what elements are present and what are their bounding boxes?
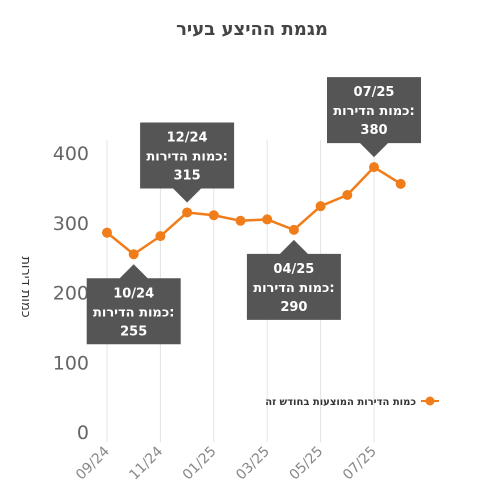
data-point[interactable] bbox=[262, 214, 273, 225]
data-point[interactable] bbox=[235, 215, 246, 226]
x-axis-ticks: 09/24 11/24 01/25 03/25 05/25 07/25 bbox=[73, 443, 380, 483]
annotation-label: כמות הדירות: bbox=[333, 104, 414, 119]
data-point[interactable] bbox=[182, 207, 193, 218]
data-point[interactable] bbox=[369, 162, 379, 173]
legend[interactable]: כמות הדירות המוצעות בחודש זה bbox=[265, 396, 439, 409]
annotation-value: 255 bbox=[120, 324, 147, 339]
annotation-label: כמות הדירות: bbox=[93, 305, 174, 320]
annotation-label: כמות הדירות: bbox=[146, 149, 227, 164]
annotation-callout: 04/25 כמות הדירות: 290 bbox=[246, 239, 341, 320]
annotation-month: 07/25 bbox=[354, 85, 395, 100]
data-point[interactable] bbox=[128, 249, 139, 260]
y-tick-label: 200 bbox=[53, 283, 89, 305]
y-tick-label: 100 bbox=[53, 352, 89, 374]
annotation-callout: 10/24 כמות הדירות: 255 bbox=[86, 264, 181, 345]
x-tick-label: 01/25 bbox=[180, 444, 220, 484]
annotation-box bbox=[86, 264, 181, 345]
series-layer bbox=[102, 162, 406, 260]
data-point[interactable] bbox=[155, 231, 166, 242]
legend-label: כמות הדירות המוצעות בחודש זה bbox=[265, 397, 416, 408]
annotation-value: 315 bbox=[174, 168, 201, 183]
annotation-layer: 12/24 כמות הדירות: 315 10/24 כמות הדירות: 255… bbox=[86, 77, 421, 345]
chart-title: מגמת ההיצע בעיר bbox=[176, 19, 328, 40]
annotation-value: 380 bbox=[360, 123, 387, 138]
x-tick-label: 07/25 bbox=[340, 444, 380, 484]
annotation-month: 12/24 bbox=[167, 130, 208, 145]
annotation-month: 10/24 bbox=[113, 286, 154, 301]
annotation-callout: 07/25 כמות הדירות: 380 bbox=[327, 77, 421, 158]
x-tick-label: 11/24 bbox=[126, 443, 166, 483]
annotation-label: כמות הדירות: bbox=[253, 281, 334, 296]
annotation-box bbox=[246, 239, 341, 320]
data-point[interactable] bbox=[288, 224, 299, 235]
data-point[interactable] bbox=[342, 190, 353, 201]
x-tick-label: 05/25 bbox=[287, 444, 327, 484]
annotation-month: 04/25 bbox=[273, 262, 314, 277]
annotation-box bbox=[327, 77, 421, 158]
y-axis-label: כמות דירות bbox=[18, 256, 33, 317]
data-point[interactable] bbox=[315, 201, 326, 212]
annotation-value: 290 bbox=[280, 300, 307, 315]
y-tick-label: 0 bbox=[77, 422, 89, 444]
y-axis-label-backdrop bbox=[5, 112, 35, 462]
data-point[interactable] bbox=[208, 210, 219, 221]
y-axis-ticks: 0 100 200 300 400 bbox=[53, 143, 89, 444]
y-tick-label: 400 bbox=[53, 143, 89, 165]
data-point[interactable] bbox=[102, 227, 112, 238]
x-tick-label: 03/25 bbox=[233, 444, 273, 484]
y-tick-label: 300 bbox=[53, 213, 89, 235]
annotation-callout: 12/24 כמות הדירות: 315 bbox=[140, 122, 235, 203]
data-point[interactable] bbox=[395, 178, 406, 189]
y-axis-label-box: כמות דירות bbox=[5, 112, 35, 462]
x-tick-label: 09/24 bbox=[73, 443, 113, 483]
series-line bbox=[106, 165, 402, 256]
annotation-box bbox=[140, 122, 235, 203]
legend-marker-icon bbox=[425, 396, 435, 406]
